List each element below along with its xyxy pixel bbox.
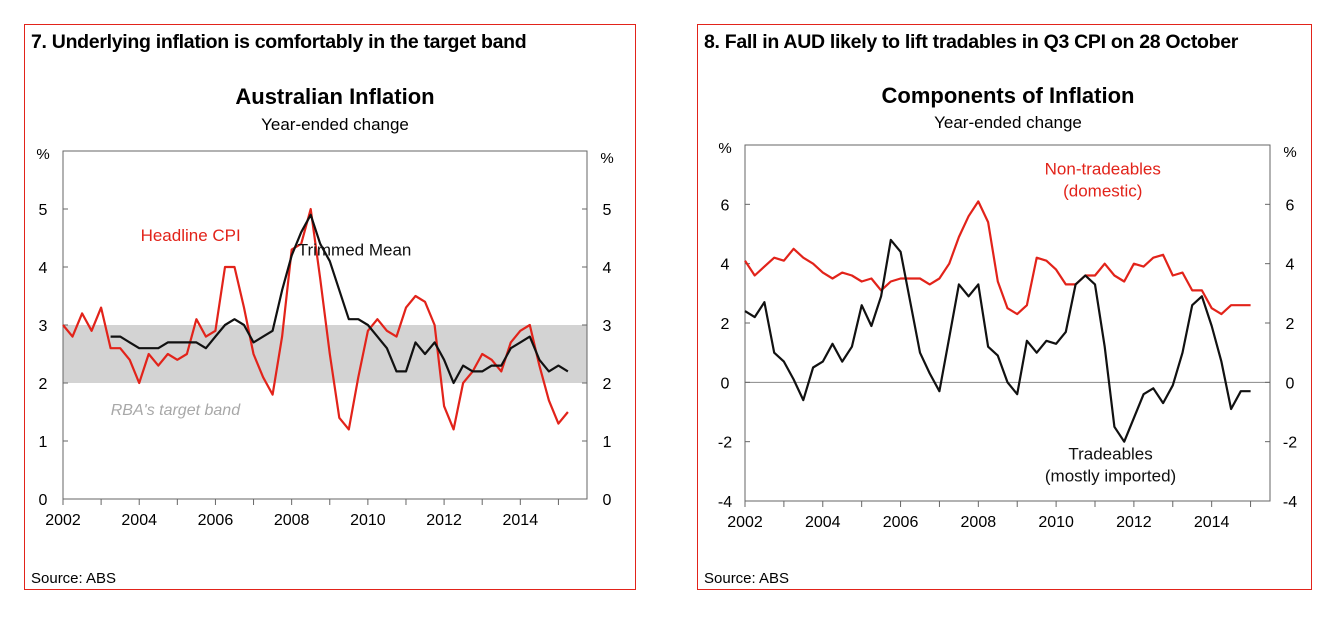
y-tick-label-right: 2 xyxy=(603,376,612,393)
x-tick-label: 2012 xyxy=(1116,514,1152,531)
y-tick-label-left: 3 xyxy=(39,318,48,335)
x-tick-label: 2004 xyxy=(121,512,157,529)
y-tick-label-right: 1 xyxy=(603,434,612,451)
source-note: Source: ABS xyxy=(704,570,790,587)
chart-panel-left: 7. Underlying inflation is comfortably i… xyxy=(24,24,636,590)
y-tick-label-right: 6 xyxy=(1286,197,1295,214)
panel-title: 7. Underlying inflation is comfortably i… xyxy=(31,31,527,53)
x-tick-label: 2006 xyxy=(883,514,919,531)
series-label-2: Tradeables (mostly imported) xyxy=(1045,444,1176,485)
x-tick-label: 2002 xyxy=(45,512,81,529)
y-axis-unit-right: % xyxy=(600,150,613,167)
y-tick-label-right: 0 xyxy=(1286,375,1295,392)
x-tick-label: 2012 xyxy=(426,512,462,529)
x-tick-label: 2004 xyxy=(805,514,841,531)
australian-inflation-chart: Australian Inflation Year-ended change RBA… xyxy=(36,84,613,529)
chart-title: Australian Inflation xyxy=(235,84,434,109)
x-tick-label: 2002 xyxy=(727,514,763,531)
x-tick-label: 2006 xyxy=(198,512,234,529)
y-axis-unit-right: % xyxy=(1283,144,1296,161)
x-tick-label: 2008 xyxy=(274,512,310,529)
series-label-1: Headline CPI xyxy=(141,226,241,245)
y-tick-label-right: 4 xyxy=(603,260,612,277)
series-line-2 xyxy=(744,238,1251,443)
y-axis-unit-left: % xyxy=(718,140,731,157)
y-axis-unit-left: % xyxy=(36,146,49,163)
y-tick-label-left: 0 xyxy=(721,375,730,392)
chart-subtitle: Year-ended change xyxy=(934,113,1082,132)
y-tick-label-left: 2 xyxy=(721,316,730,333)
y-tick-label-right: 5 xyxy=(603,202,612,219)
chart-title: Components of Inflation xyxy=(882,83,1135,108)
y-tick-label-left: 6 xyxy=(721,197,730,214)
chart-panel-right: 8. Fall in AUD likely to lift tradables … xyxy=(697,24,1312,590)
source-note: Source: ABS xyxy=(31,570,117,587)
y-tick-label-left: 4 xyxy=(39,260,48,277)
y-tick-label-right: 4 xyxy=(1286,257,1295,274)
y-tick-label-left: 0 xyxy=(39,492,48,509)
series-line-1 xyxy=(744,200,1251,316)
y-tick-label-right: -2 xyxy=(1283,435,1297,452)
x-tick-label: 2008 xyxy=(961,514,997,531)
series-line-2 xyxy=(110,213,569,385)
chart-subtitle: Year-ended change xyxy=(261,115,409,134)
target-band-label: RBA's target band xyxy=(111,402,241,419)
x-tick-label: 2014 xyxy=(1194,514,1230,531)
x-tick-label: 2010 xyxy=(350,512,386,529)
y-tick-label-left: 1 xyxy=(39,434,48,451)
y-tick-label-right: 3 xyxy=(603,318,612,335)
series-line-1 xyxy=(62,207,569,431)
y-tick-label-right: 0 xyxy=(603,492,612,509)
x-tick-label: 2010 xyxy=(1038,514,1074,531)
series-label-1: Non-tradeables (domestic) xyxy=(1045,160,1161,201)
components-of-inflation-chart: Components of Inflation Year-ended change… xyxy=(718,83,1297,531)
x-tick-label: 2014 xyxy=(503,512,539,529)
series-label-2: Trimmed Mean xyxy=(298,240,412,259)
y-tick-label-right: 2 xyxy=(1286,316,1295,333)
y-tick-label-left: -4 xyxy=(718,494,732,511)
y-tick-label-left: 5 xyxy=(39,202,48,219)
y-tick-label-left: 2 xyxy=(39,376,48,393)
target-band xyxy=(63,325,587,383)
plot-frame xyxy=(744,144,1271,502)
panel-title: 8. Fall in AUD likely to lift tradables … xyxy=(704,31,1239,53)
y-tick-label-left: 4 xyxy=(721,257,730,274)
y-tick-label-left: -2 xyxy=(718,435,732,452)
y-tick-label-right: -4 xyxy=(1283,494,1297,511)
